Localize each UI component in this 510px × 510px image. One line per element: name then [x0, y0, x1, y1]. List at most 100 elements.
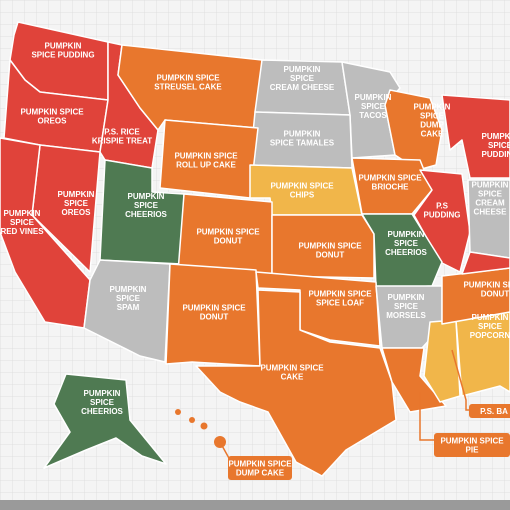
state: [195, 289, 397, 477]
label-line: KRISPIE TREAT: [92, 137, 152, 146]
states: [0, 21, 510, 477]
state: [384, 89, 443, 171]
callout-box: [469, 404, 510, 418]
label: PUMPKIN SPICE CHEERIOS: [81, 389, 123, 416]
label: PUMPKIN SPICE CREAM CHEESE: [270, 65, 335, 92]
label: PUMPKIN SPICE SPAM: [110, 285, 147, 312]
label: PUMPKIN SPICE TAMALES: [270, 130, 335, 148]
label-line: PUMPKIN: [355, 93, 392, 102]
label-line: CHEERIOS: [385, 248, 427, 257]
label: PUMPKIN SPICE POPCORN: [470, 313, 510, 340]
label: PUMPKIN SPICE ROLL UP CAKE: [174, 152, 238, 170]
state: [413, 169, 471, 273]
label-line: SPICE: [420, 112, 445, 121]
state: [467, 179, 510, 259]
label-line: PUMPKIN: [45, 42, 82, 51]
label-line: PUMPKIN SPICE: [174, 152, 238, 161]
label-line: POPCORN: [470, 331, 510, 340]
label-line: SPICE: [394, 239, 419, 248]
label-line: SPICE: [116, 294, 141, 303]
label-line: PUMPKIN SPICE: [298, 242, 362, 251]
label: PUMPKIN SPICE DUMP CAKE: [414, 103, 451, 139]
label-line: PUDDING: [482, 150, 510, 159]
label-line: DONUT: [316, 251, 345, 260]
label-line: SPICE LOAF: [316, 299, 364, 308]
label: PUMPKIN SPICE OREOS: [20, 108, 84, 126]
label: PUMPKIN SPICE PIE: [440, 437, 504, 455]
label-line: PUMPKIN SPICE: [308, 290, 372, 299]
label-line: PUMPKIN: [284, 130, 321, 139]
state: [441, 94, 510, 179]
label-line: CREAM CHEESE: [270, 83, 335, 92]
label-line: OREOS: [62, 208, 92, 217]
state: [165, 263, 261, 367]
state: [461, 251, 510, 275]
label-line: ROLL UP CAKE: [176, 161, 236, 170]
state: [271, 214, 375, 279]
label-line: STREUSEL CAKE: [154, 83, 222, 92]
label-line: SPICE: [394, 302, 419, 311]
label: PUMPKIN SPICE PUDDING: [31, 42, 94, 60]
callout-box: [228, 456, 292, 480]
state: [381, 347, 447, 413]
label-line: SPICE: [478, 190, 503, 199]
label-line: SPAM: [117, 303, 140, 312]
label-line: P.S. BA: [480, 407, 508, 416]
label-line: PUMPKIN SPICE: [228, 460, 292, 469]
label-line: PUMPKIN: [4, 209, 41, 218]
label-line: PUDDING: [424, 211, 461, 220]
label: PUMPKIN SPICE CREAM CHEESE: [472, 181, 509, 217]
state: [43, 373, 167, 469]
callout-box: [434, 433, 510, 457]
label-line: CHEERIOS: [81, 407, 123, 416]
label: PUMPKIN SPICE TACOS: [355, 93, 392, 120]
label-line: SPICE: [488, 141, 510, 150]
label-line: TACOS: [359, 111, 387, 120]
label: PUMPKIN SPICE DUMP CAKE: [228, 460, 292, 478]
label: PUMPKIN SPICE CAKE: [260, 364, 324, 382]
label-line: PUMPKIN: [58, 190, 95, 199]
label-line: PUMPKIN SPICE: [270, 182, 334, 191]
label: PUMPKIN SPICE STREUSEL CAKE: [154, 74, 222, 92]
label-line: CAKE: [421, 130, 444, 139]
label-line: PUMPKIN: [284, 65, 321, 74]
label-line: SPICE: [90, 398, 115, 407]
label-line: PIE: [466, 446, 480, 455]
label-line: PUMPKIN: [388, 293, 425, 302]
label: P.S. RICE KRISPIE TREAT: [92, 128, 152, 146]
label-line: PUMPKIN SPICE: [20, 108, 84, 117]
label-line: SPICE: [290, 74, 315, 83]
label: P.S PUDDING: [424, 202, 461, 220]
label-line: MORSELS: [386, 311, 426, 320]
label: PUMPKIN SPICE SPICE LOAF: [308, 290, 372, 308]
label-line: SPICE PUDDING: [31, 51, 94, 60]
label-line: PUMPKIN: [472, 181, 509, 190]
label-line: DONUT: [200, 313, 229, 322]
label-line: SPICE: [134, 201, 159, 210]
label: PUMPKIN SPICE MORSELS: [386, 293, 426, 320]
label-line: SPICE: [64, 199, 89, 208]
label-line: OREOS: [38, 117, 68, 126]
label-line: PUMPKIN: [84, 389, 121, 398]
label-line: P.S: [436, 202, 449, 211]
label-line: DONUT: [214, 237, 243, 246]
label-line: SPICE: [478, 322, 503, 331]
label: PUMPKIN SPICE CHEERIOS: [125, 192, 167, 219]
label-line: P.S. RICE: [104, 128, 140, 137]
label-line: DUMP: [420, 121, 444, 130]
label-line: CHIPS: [290, 191, 315, 200]
label-line: PUMPKIN: [388, 230, 425, 239]
label-line: BRIOCHE: [372, 183, 410, 192]
frame-bottom: [0, 500, 510, 510]
label-line: PUMPKIN: [472, 313, 509, 322]
label-line: PUMPKIN: [128, 192, 165, 201]
label: PUMPKIN SPICE CHEERIOS: [385, 230, 427, 257]
state: [351, 157, 433, 215]
